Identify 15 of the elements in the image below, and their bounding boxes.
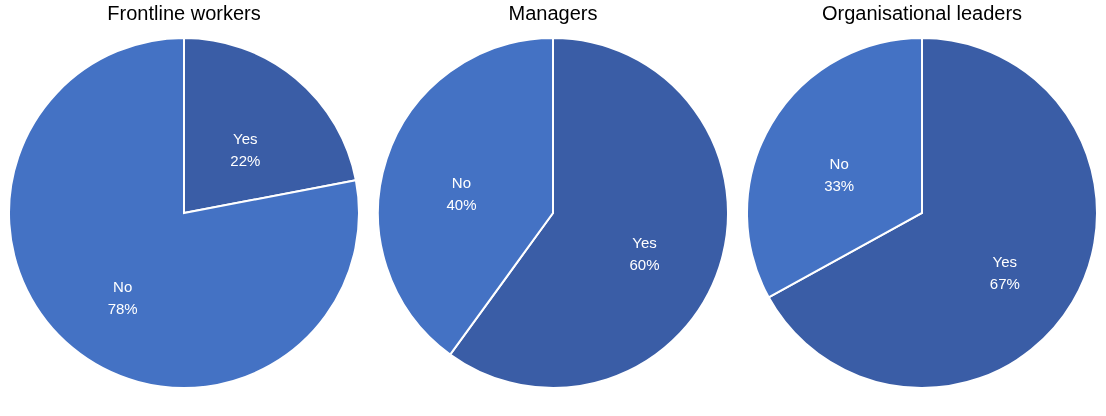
chart-title: Frontline workers [107,2,262,24]
slice-label: Yes [233,129,258,147]
slice-label: Yes [992,253,1017,270]
data-label: 60% [629,255,660,273]
slice-label: No [451,174,472,192]
data-label: 40% [446,196,477,214]
chart-title: Organisational leaders [821,2,1022,24]
chart-title: Managers [508,2,598,24]
slice-label: No [113,278,133,296]
data-label: 67% [989,275,1020,292]
slice-label: Yes [632,233,657,251]
data-label: 33% [823,177,854,194]
data-label: 22% [230,151,261,169]
data-label: 78% [107,300,138,318]
slice-label: No [829,155,849,172]
